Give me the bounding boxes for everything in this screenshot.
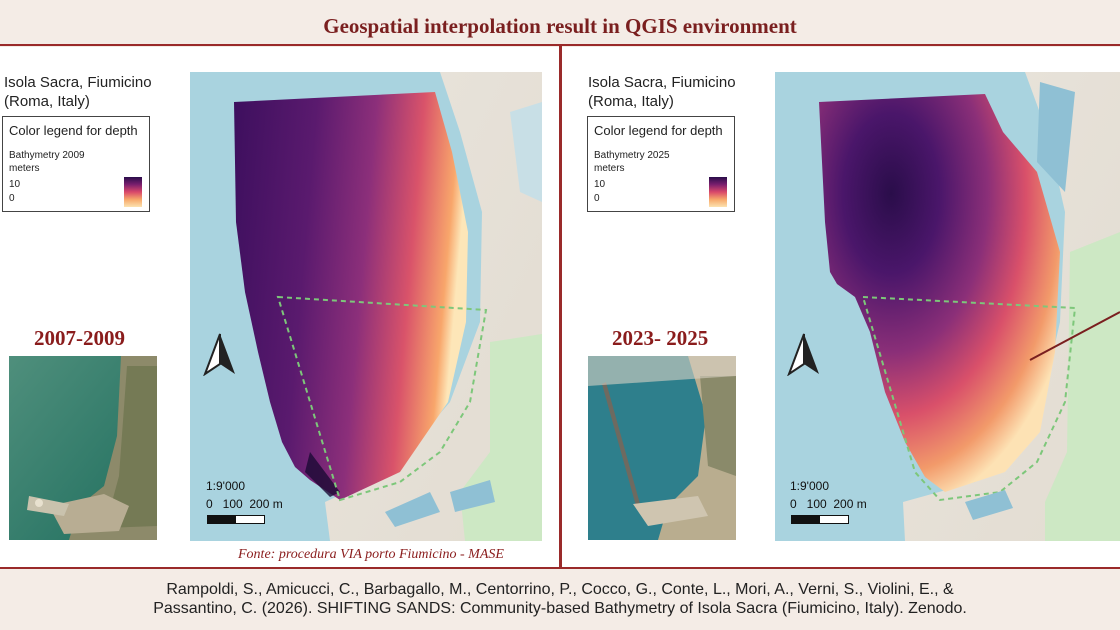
right-legend-title: Color legend for depth [594,123,723,138]
left-legend-layer: Bathymetry 2009 meters [9,149,85,175]
right-legend-layer-name: Bathymetry 2025 [594,150,670,161]
left-depth-legend: Color legend for depth Bathymetry 2009 m… [2,116,150,212]
right-place-label: Isola Sacra, Fiumicino (Roma, Italy) [588,73,736,111]
left-scale-ticks: 0 100 200 m [206,497,283,511]
left-period-label: 2007-2009 [34,326,125,350]
left-place-label: Isola Sacra, Fiumicino (Roma, Italy) [4,73,152,111]
right-scale: 1:9'000 0 100 200 m [790,479,867,515]
right-period-label: 2023- 2025 [612,326,709,350]
left-legend-title: Color legend for depth [9,123,138,138]
right-scale-ticks: 0 100 200 m [790,497,867,511]
left-aerial-photo [9,356,157,540]
right-legend-color-ramp [709,177,727,207]
right-place-line1: Isola Sacra, Fiumicino [588,74,736,91]
left-scale-ratio: 1:9'000 [206,479,245,493]
citation-line2: Passantino, C. (2026). SHIFTING SANDS: C… [153,600,967,617]
right-scale-bar [791,515,849,524]
left-scale: 1:9'000 0 100 200 m [206,479,283,515]
citation: Rampoldi, S., Amicucci, C., Barbagallo, … [0,580,1120,618]
right-legend-min: 0 [594,193,600,204]
left-legend-color-ramp [124,177,142,207]
left-legend-layer-name: Bathymetry 2009 [9,150,85,161]
left-north-arrow-icon [203,333,235,376]
right-depth-legend: Color legend for depth Bathymetry 2025 m… [587,116,735,212]
right-place-line2: (Roma, Italy) [588,93,674,110]
left-legend-max: 10 [9,179,21,190]
right-north-arrow-icon [787,333,819,376]
right-bathymetry-map [775,72,1120,541]
source-credit: Fonte: procedura VIA porto Fiumicino - M… [238,547,504,562]
right-scale-ratio: 1:9'000 [790,479,829,493]
left-legend-unit: meters [9,163,40,174]
left-bathymetry-map [190,72,542,541]
right-legend-max: 10 [594,179,606,190]
right-legend-unit: meters [594,163,625,174]
left-legend-min: 0 [9,193,15,204]
right-aerial-photo [588,356,736,540]
left-place-line2: (Roma, Italy) [4,93,90,110]
bottom-rule [0,567,1120,569]
left-scale-bar [207,515,265,524]
right-legend-layer: Bathymetry 2025 meters [594,149,670,175]
slide-title: Geospatial interpolation result in QGIS … [323,14,797,38]
top-rule [0,44,1120,46]
left-place-line1: Isola Sacra, Fiumicino [4,74,152,91]
citation-line1: Rampoldi, S., Amicucci, C., Barbagallo, … [166,581,954,598]
panel-divider [559,46,562,568]
title-bar: Geospatial interpolation result in QGIS … [0,0,1120,44]
